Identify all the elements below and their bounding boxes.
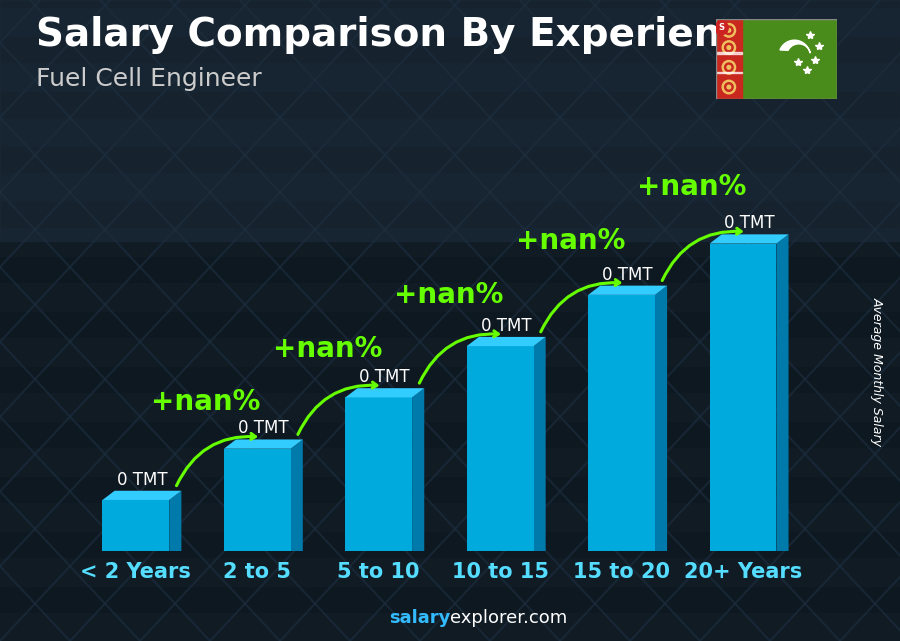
Circle shape <box>727 85 731 89</box>
Polygon shape <box>780 40 810 53</box>
Circle shape <box>727 46 731 49</box>
Text: 0 TMT: 0 TMT <box>481 317 532 335</box>
Circle shape <box>724 26 733 35</box>
Circle shape <box>722 60 735 74</box>
Polygon shape <box>534 337 545 551</box>
Text: 0 TMT: 0 TMT <box>724 214 774 232</box>
FancyArrowPatch shape <box>419 331 499 383</box>
Text: +nan%: +nan% <box>394 281 503 309</box>
Circle shape <box>727 28 731 32</box>
FancyArrowPatch shape <box>541 279 620 332</box>
Text: salary: salary <box>389 609 450 627</box>
Bar <box>0 503 900 531</box>
Bar <box>0 63 900 91</box>
Circle shape <box>727 65 731 69</box>
FancyArrowPatch shape <box>662 228 741 281</box>
FancyArrowPatch shape <box>176 433 256 486</box>
Bar <box>0 448 900 476</box>
Polygon shape <box>412 388 424 551</box>
Text: Average Monthly Salary: Average Monthly Salary <box>871 297 884 446</box>
Polygon shape <box>589 286 667 295</box>
Bar <box>346 397 412 551</box>
Text: +nan%: +nan% <box>516 227 625 255</box>
Polygon shape <box>169 491 182 551</box>
Bar <box>103 500 169 551</box>
Bar <box>0 338 900 366</box>
FancyArrowPatch shape <box>298 382 377 435</box>
Bar <box>0 393 900 421</box>
Bar <box>0 118 900 146</box>
Circle shape <box>724 63 733 72</box>
Polygon shape <box>346 388 424 397</box>
Bar <box>467 346 534 551</box>
Polygon shape <box>777 235 788 551</box>
Bar <box>0 8 900 36</box>
Text: 0 TMT: 0 TMT <box>238 419 289 437</box>
Text: Fuel Cell Engineer: Fuel Cell Engineer <box>36 67 262 91</box>
Bar <box>589 295 655 551</box>
Circle shape <box>715 21 728 35</box>
Polygon shape <box>709 235 788 244</box>
Text: +nan%: +nan% <box>637 173 746 201</box>
Bar <box>709 244 777 551</box>
Circle shape <box>722 80 735 94</box>
Bar <box>0 283 900 311</box>
Bar <box>716 52 742 54</box>
Text: 0 TMT: 0 TMT <box>359 368 410 386</box>
Polygon shape <box>291 440 302 551</box>
Bar <box>716 19 742 99</box>
Bar <box>0 613 900 641</box>
Circle shape <box>722 24 735 37</box>
Circle shape <box>722 41 735 54</box>
Bar <box>0 0 900 241</box>
Circle shape <box>724 44 733 52</box>
Text: +nan%: +nan% <box>273 335 382 363</box>
Text: Salary Comparison By Experience: Salary Comparison By Experience <box>36 16 770 54</box>
Text: 0 TMT: 0 TMT <box>117 470 167 488</box>
Text: explorer.com: explorer.com <box>450 609 567 627</box>
Polygon shape <box>224 440 302 449</box>
Polygon shape <box>103 491 182 500</box>
Bar <box>0 228 900 256</box>
Text: S: S <box>718 23 724 32</box>
Bar <box>224 449 291 551</box>
Circle shape <box>724 83 733 91</box>
Text: 0 TMT: 0 TMT <box>602 265 653 283</box>
Bar <box>0 558 900 586</box>
Polygon shape <box>655 286 667 551</box>
Bar <box>0 173 900 201</box>
Polygon shape <box>467 337 545 346</box>
Text: +nan%: +nan% <box>151 388 261 417</box>
Bar <box>716 72 742 74</box>
